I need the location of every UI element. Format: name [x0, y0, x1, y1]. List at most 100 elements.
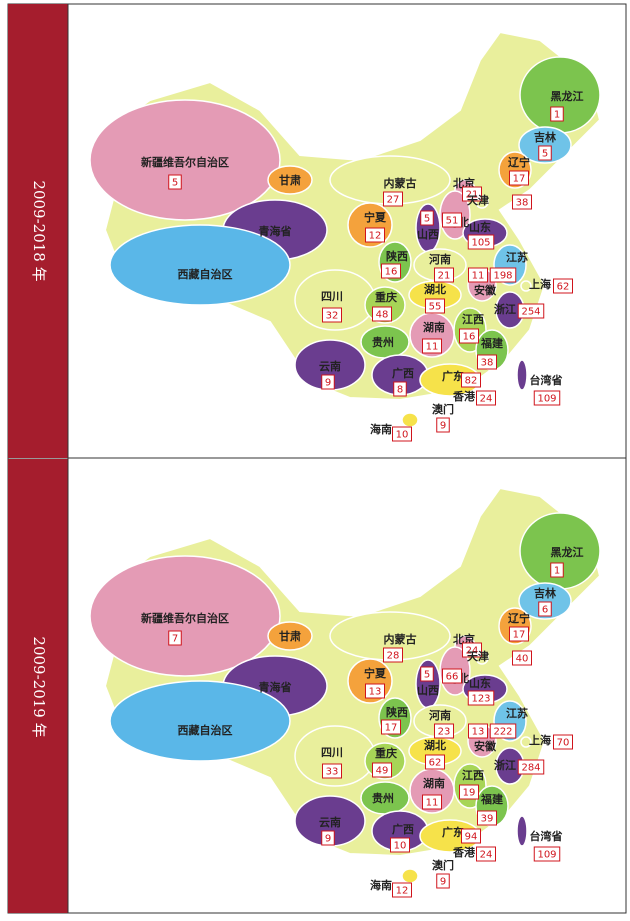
province-shape [518, 582, 572, 620]
province-count: 12 [396, 886, 409, 897]
province-name: 甘肃 [279, 629, 301, 643]
province-name: 陕西 [386, 249, 408, 263]
province-name: 澳门 [432, 858, 454, 872]
province-count: 284 [521, 763, 540, 774]
count-box [462, 186, 482, 202]
province-name: 四川 [321, 746, 343, 759]
province-shape [401, 412, 419, 428]
count-box [477, 810, 497, 826]
province-count: 1 [554, 566, 560, 577]
count-box [321, 374, 335, 390]
province-shape [89, 555, 281, 677]
province-shape [516, 359, 528, 391]
sidebar [8, 459, 68, 913]
province-name: 海南 [370, 422, 392, 436]
province-name: 青海省 [259, 224, 292, 238]
province-name: 山西 [417, 227, 439, 241]
count-box [459, 784, 479, 800]
count-box [365, 683, 385, 699]
province-shape [520, 736, 532, 748]
province-name: 河南 [429, 708, 451, 722]
province-count: 38 [481, 358, 494, 369]
province-count: 17 [513, 630, 526, 641]
panel-label: 2009-2019 年 [30, 636, 48, 737]
count-box [476, 846, 496, 862]
province-name: 黑龙江 [551, 545, 584, 559]
province-count: 48 [376, 310, 389, 321]
province-count: 19 [463, 788, 476, 799]
province-shape [109, 680, 291, 762]
province-name: 云南 [319, 359, 341, 373]
province-name: 甘肃 [279, 173, 301, 187]
province-name: 江西 [462, 312, 484, 326]
province-name: 辽宁 [508, 611, 530, 625]
province-name: 湖北 [424, 282, 446, 296]
province-name: 宁夏 [364, 666, 387, 680]
count-box [533, 390, 561, 406]
province-count: 10 [394, 841, 407, 852]
count-box [168, 174, 182, 190]
province-count: 1 [554, 110, 560, 121]
count-box [550, 562, 564, 578]
province-name: 安徽 [474, 283, 497, 297]
province-count: 38 [516, 198, 529, 209]
count-box [459, 328, 479, 344]
province-name: 吉林 [534, 130, 556, 144]
province-count: 254 [521, 307, 540, 318]
province-count: 9 [440, 421, 446, 432]
province-name: 云南 [319, 815, 341, 829]
province-count: 13 [369, 687, 382, 698]
province-count: 55 [429, 302, 442, 313]
count-box [476, 390, 496, 406]
count-box [462, 642, 482, 658]
province-name: 山东 [469, 676, 491, 690]
province-count: 105 [471, 238, 490, 249]
province-count: 39 [481, 814, 494, 825]
count-box [392, 882, 412, 898]
province-count: 21 [466, 190, 479, 201]
count-box [553, 278, 573, 294]
count-box [512, 650, 532, 666]
province-name: 浙江 [494, 758, 516, 772]
count-box [489, 267, 517, 283]
province-name: 天津 [467, 649, 489, 663]
province-name: 福建 [480, 336, 504, 350]
sidebar [8, 4, 68, 458]
count-box [517, 759, 545, 775]
count-box [538, 601, 552, 617]
province-name: 台湾省 [530, 373, 563, 387]
province-count: 7 [172, 634, 178, 645]
province-name: 四川 [321, 290, 343, 303]
province-name: 青海省 [259, 680, 292, 694]
province-name: 江西 [462, 768, 484, 782]
province-count: 27 [387, 195, 400, 206]
count-box [512, 194, 532, 210]
province-count: 16 [385, 267, 398, 278]
province-count: 32 [326, 311, 339, 322]
count-box [467, 690, 495, 706]
count-box [533, 846, 561, 862]
count-box [425, 298, 445, 314]
province-count: 123 [471, 694, 490, 705]
province-shape [89, 99, 281, 221]
count-box [461, 372, 481, 388]
count-box [442, 668, 462, 684]
count-box [467, 234, 495, 250]
province-count: 9 [440, 877, 446, 888]
province-name: 黑龙江 [551, 89, 584, 103]
count-box [383, 191, 403, 207]
count-box [434, 267, 454, 283]
province-name: 湖南 [423, 320, 445, 334]
province-count: 21 [438, 271, 451, 282]
count-box [321, 830, 335, 846]
province-name: 广东 [442, 369, 464, 383]
province-count: 24 [466, 646, 479, 657]
province-shape [267, 165, 313, 195]
count-box [420, 210, 434, 226]
count-box [390, 837, 410, 853]
province-count: 5 [424, 214, 430, 225]
count-box [168, 630, 182, 646]
province-name: 内蒙古 [384, 176, 417, 190]
province-name: 贵州 [372, 335, 394, 349]
